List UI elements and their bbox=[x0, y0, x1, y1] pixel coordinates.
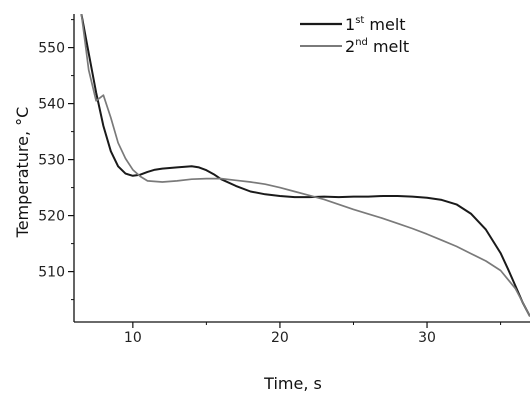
plot-lines bbox=[80, 14, 530, 317]
y-tick-label: 540 bbox=[38, 97, 65, 113]
y-tick-label: 520 bbox=[38, 209, 65, 225]
ticks: 10 20 30 510 520 530 540 550 bbox=[38, 19, 502, 346]
axes bbox=[73, 14, 530, 323]
series-line-1 bbox=[80, 14, 530, 317]
x-tick-label: 20 bbox=[271, 330, 289, 346]
legend: 1st melt 2nd melt bbox=[300, 15, 409, 56]
x-tick-label: 30 bbox=[418, 330, 436, 346]
legend-label-2: 2nd melt bbox=[345, 37, 409, 56]
x-axis-title: Time, s bbox=[263, 374, 322, 393]
x-tick-label: 10 bbox=[124, 330, 142, 346]
y-tick-label: 510 bbox=[38, 265, 65, 281]
y-axis-title: Temperature, °C bbox=[13, 107, 32, 239]
legend-label-1: 1st melt bbox=[345, 15, 406, 34]
series-line-2 bbox=[80, 14, 530, 317]
y-tick-label: 550 bbox=[38, 41, 65, 57]
y-tick-label: 530 bbox=[38, 153, 65, 169]
